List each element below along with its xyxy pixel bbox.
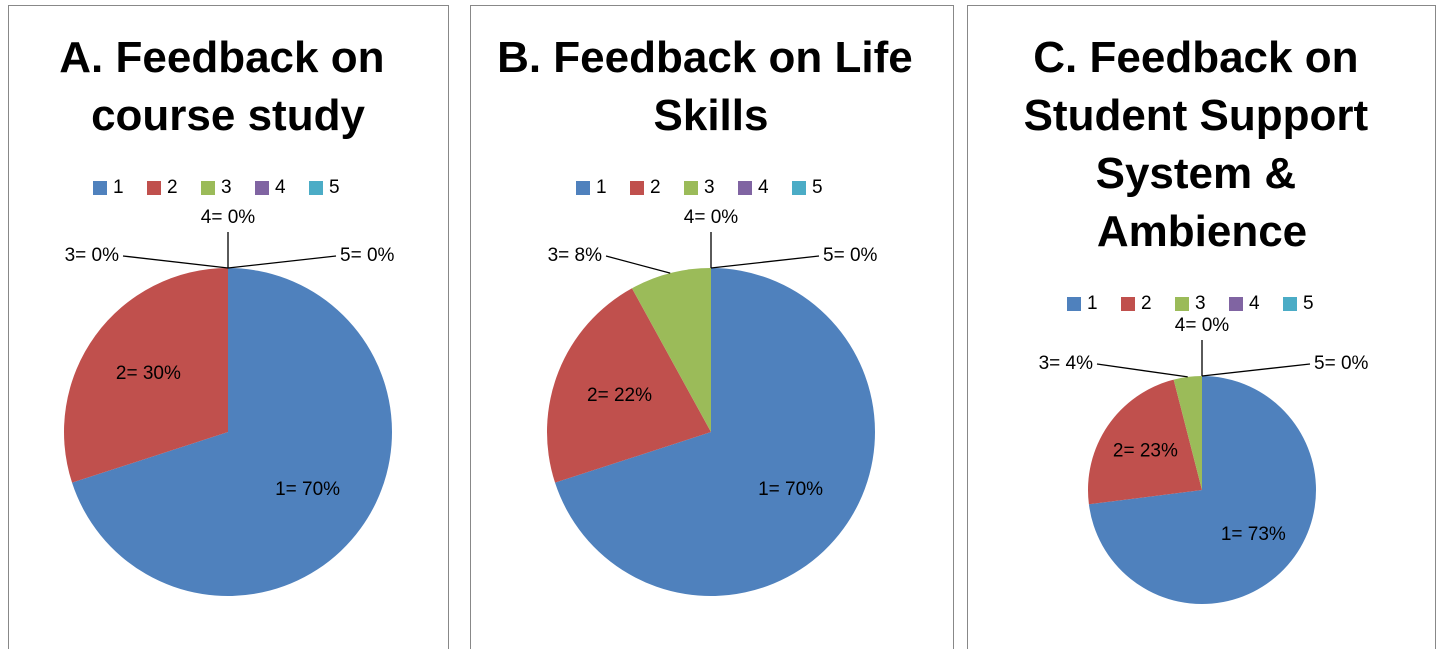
legend-label: 1	[1087, 293, 1098, 314]
chart-title: A. Feedback on course study	[59, 33, 396, 140]
legend-label: 4	[758, 177, 769, 198]
data-label: 1= 70%	[275, 479, 340, 500]
pie-slice	[547, 288, 711, 483]
data-label: 2= 22%	[587, 385, 652, 406]
legend-label: 3	[221, 177, 232, 198]
legend-swatch	[93, 181, 107, 195]
leader-line	[227, 255, 337, 269]
legend-label: 3	[704, 177, 715, 198]
legend-label: 1	[113, 177, 124, 198]
pie-slice	[1088, 379, 1202, 505]
chart-title: C. Feedback on Student Support System & …	[1024, 33, 1381, 256]
legend-label: 2	[1141, 293, 1152, 314]
data-label: 2= 23%	[1113, 441, 1178, 462]
legend-swatch	[792, 181, 806, 195]
legend-swatch	[309, 181, 323, 195]
legend-swatch	[738, 181, 752, 195]
legend-label: 5	[329, 177, 340, 198]
legend-swatch	[1121, 297, 1135, 311]
legend-label: 1	[596, 177, 607, 198]
legend-label: 5	[1303, 293, 1314, 314]
pie-slice	[631, 268, 711, 432]
legend-label: 5	[812, 177, 823, 198]
leader-line	[1096, 363, 1188, 378]
data-label: 3= 8%	[548, 245, 603, 266]
legend-swatch	[1283, 297, 1297, 311]
legend-label: 4	[275, 177, 286, 198]
pie-slice	[1173, 375, 1202, 490]
legend-label: 3	[1195, 293, 1206, 314]
legend-swatch	[1067, 297, 1081, 311]
data-label: 5= 0%	[340, 245, 395, 266]
legend-label: 2	[167, 177, 178, 198]
data-label: 3= 4%	[1039, 353, 1094, 374]
data-label: 3= 0%	[65, 245, 120, 266]
legend-swatch	[1175, 297, 1189, 311]
pie-slice	[1088, 376, 1316, 604]
data-label: 5= 0%	[1314, 353, 1369, 374]
data-label: 1= 73%	[1221, 524, 1286, 545]
legend-swatch	[255, 181, 269, 195]
data-label: 4= 0%	[684, 207, 739, 228]
chart-title: B. Feedback on Life Skills	[497, 33, 925, 140]
legend-label: 4	[1249, 293, 1260, 314]
pie-slice	[72, 268, 392, 596]
legend-swatch	[630, 181, 644, 195]
data-label: 1= 70%	[758, 479, 823, 500]
data-label: 5= 0%	[823, 245, 878, 266]
leader-line	[1201, 363, 1311, 377]
legend-swatch	[147, 181, 161, 195]
legend-swatch	[684, 181, 698, 195]
leader-line	[710, 255, 820, 269]
data-label: 4= 0%	[1175, 315, 1230, 336]
legend-label: 2	[650, 177, 661, 198]
leader-line	[605, 255, 671, 274]
legend-swatch	[576, 181, 590, 195]
pie-slice	[64, 268, 228, 483]
legend-swatch	[1229, 297, 1243, 311]
leader-line	[122, 255, 229, 269]
data-label: 2= 30%	[116, 363, 181, 384]
data-label: 4= 0%	[201, 207, 256, 228]
pie-slice	[555, 268, 876, 596]
legend-swatch	[201, 181, 215, 195]
